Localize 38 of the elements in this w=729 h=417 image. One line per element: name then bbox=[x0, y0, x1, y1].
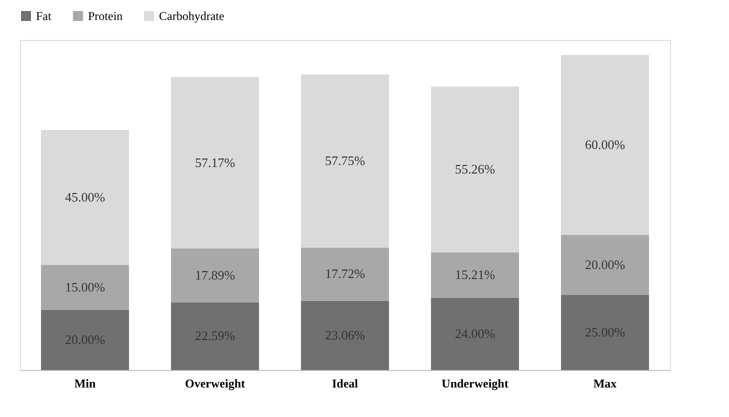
legend-label: Carbohydrate bbox=[159, 9, 224, 23]
data-label: 25.00% bbox=[584, 324, 626, 340]
data-label: 45.00% bbox=[64, 190, 106, 204]
x-tick-label: Overweight bbox=[185, 376, 245, 390]
data-label: 55.26% bbox=[454, 161, 496, 176]
x-tick-label: Min bbox=[74, 376, 96, 390]
data-label: 60.00% bbox=[584, 137, 626, 152]
bar bbox=[561, 55, 649, 235]
x-tick-label: Max bbox=[593, 376, 617, 390]
bar bbox=[561, 235, 649, 295]
data-label: 20.00% bbox=[584, 257, 626, 272]
data-label: 57.17% bbox=[194, 154, 236, 170]
bar bbox=[41, 265, 129, 310]
bar bbox=[431, 298, 519, 370]
data-label: 15.21% bbox=[454, 267, 496, 282]
bar bbox=[301, 300, 389, 370]
data-label: 17.89% bbox=[194, 267, 236, 282]
bar bbox=[171, 248, 259, 302]
x-tick-label: Ideal bbox=[332, 376, 359, 390]
data-label: 23.06% bbox=[324, 327, 366, 342]
data-label: 20.00% bbox=[64, 332, 106, 347]
bar bbox=[171, 77, 259, 249]
data-label: 15.00% bbox=[64, 280, 106, 294]
legend-label: Protein bbox=[88, 9, 123, 23]
bar bbox=[171, 302, 259, 370]
data-label: 17.72% bbox=[324, 266, 366, 282]
bar bbox=[301, 248, 389, 301]
data-label: 57.75% bbox=[324, 153, 366, 168]
bar bbox=[431, 252, 519, 298]
bar bbox=[301, 74, 389, 248]
bar bbox=[41, 130, 129, 265]
bar bbox=[41, 310, 129, 370]
bar bbox=[561, 295, 649, 370]
bar bbox=[431, 86, 519, 252]
data-label: 22.59% bbox=[194, 328, 236, 344]
legend-label: Fat bbox=[36, 9, 52, 23]
x-tick-label: Underweight bbox=[442, 376, 508, 390]
data-label: 24.00% bbox=[454, 326, 496, 341]
